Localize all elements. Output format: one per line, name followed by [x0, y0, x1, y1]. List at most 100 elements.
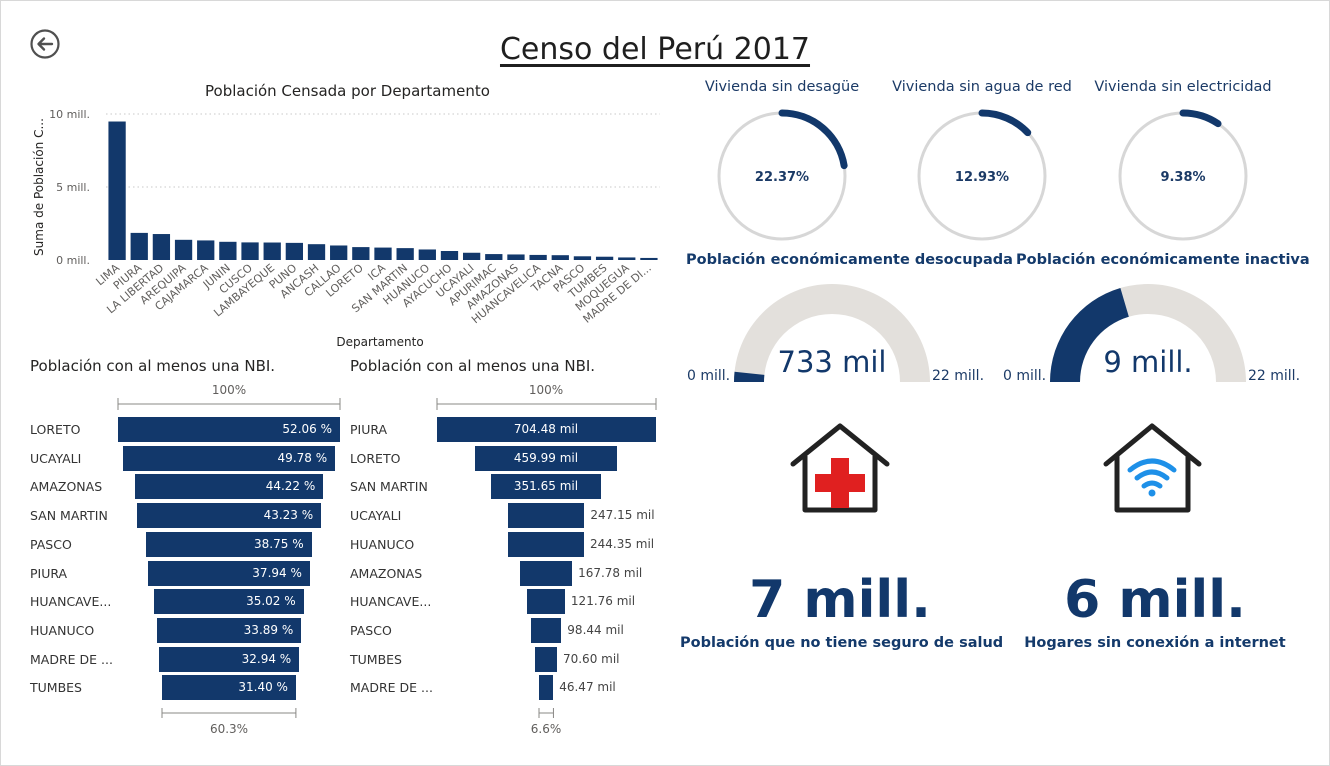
funnel-bar[interactable]: [519, 560, 573, 586]
funnel-data-label: 98.44 mil: [567, 622, 624, 637]
bar[interactable]: [330, 245, 348, 260]
funnel-category-label: LORETO: [350, 450, 401, 466]
uninsured-label: Población que no tiene seguro de salud: [680, 635, 1004, 651]
funnel-bar[interactable]: [507, 503, 585, 529]
funnel-bar[interactable]: [156, 617, 302, 643]
page-title: Censo del Perú 2017: [499, 32, 811, 67]
bar[interactable]: [174, 239, 193, 260]
funnel-bar[interactable]: [508, 531, 584, 557]
gauge-value: 9 mill.: [1103, 345, 1193, 379]
funnel-bottom-bracket: [538, 708, 554, 718]
bar[interactable]: [529, 254, 547, 260]
gauge-fill[interactable]: [734, 371, 765, 382]
bar[interactable]: [507, 254, 525, 260]
bar[interactable]: [440, 251, 459, 260]
funnel-bar[interactable]: [162, 675, 296, 701]
funnel-bar[interactable]: [527, 589, 565, 615]
bar[interactable]: [374, 247, 392, 260]
funnel-bar[interactable]: [474, 445, 618, 471]
ring-value: 12.93%: [955, 170, 1009, 185]
funnel-bar[interactable]: [154, 589, 304, 615]
funnel-top-bracket: [436, 398, 656, 410]
bar[interactable]: [640, 257, 658, 260]
gauge-fill[interactable]: [1050, 287, 1129, 382]
funnel-data-label: 704.48 mil: [513, 422, 579, 436]
bar[interactable]: [462, 252, 481, 260]
funnel-bar[interactable]: [538, 675, 554, 701]
funnel-bar[interactable]: [136, 503, 322, 529]
bar[interactable]: [130, 232, 148, 260]
bar[interactable]: [197, 240, 215, 260]
funnel-category-label: HUANCAVE...: [30, 594, 112, 610]
bar[interactable]: [485, 254, 503, 260]
bar[interactable]: [108, 121, 126, 260]
funnel-data-label: 35.02 %: [246, 594, 296, 609]
back-arrow-icon: [30, 29, 60, 59]
funnel-data-label: 49.78 %: [277, 450, 328, 465]
gauge-title: Población económicamente inactiva: [1016, 252, 1310, 268]
back-arrow-button[interactable]: [30, 29, 60, 59]
ring-arc[interactable]: [778, 109, 848, 170]
bar[interactable]: [219, 241, 237, 260]
funnel-category-label: TUMBES: [350, 651, 402, 667]
funnel-bar[interactable]: [134, 474, 324, 500]
bar[interactable]: [551, 255, 569, 260]
gauge-min-label: 0 mill.: [1003, 368, 1047, 384]
funnel-category-label: HUANUCO: [30, 622, 95, 638]
funnel-category-label: HUANCAVE...: [350, 594, 432, 610]
funnel-category-label: TUMBES: [30, 680, 82, 696]
y-tick-label: 10 mill.: [49, 108, 90, 121]
funnel-category-label: LORETO: [30, 422, 81, 437]
funnel-data-label: 33.89 %: [243, 622, 294, 637]
funnel-bottom-label: 60.3%: [209, 722, 249, 736]
funnel-category-label: PASCO: [350, 622, 392, 638]
funnel-data-label: 167.78 mil: [578, 565, 643, 580]
semi-gauge: [1050, 284, 1246, 382]
funnel-data-label: 121.76 mil: [570, 594, 636, 609]
funnel-category-label: MADRE DE ...: [350, 680, 433, 696]
bar[interactable]: [618, 257, 636, 260]
bar[interactable]: [573, 256, 592, 260]
bar[interactable]: [352, 247, 370, 260]
funnel-category-label: AMAZONAS: [350, 565, 423, 581]
bar-chart-title: Población Censada por Departamento: [205, 82, 490, 100]
bar[interactable]: [418, 249, 436, 260]
wifi-house-icon: [1100, 420, 1205, 524]
ring-gauge: 9.38%: [1118, 109, 1248, 241]
bar[interactable]: [285, 242, 304, 260]
bar[interactable]: [307, 244, 326, 260]
funnel-data-label: 459.99 mil: [513, 450, 579, 465]
funnel-top-bracket: [117, 398, 341, 410]
ring-title: Vivienda sin agua de red: [892, 79, 1072, 95]
funnel-data-label: 52.06 %: [282, 422, 332, 436]
funnel-bar[interactable]: [118, 417, 340, 442]
funnel-bar[interactable]: [535, 646, 557, 672]
funnel-top-label: 100%: [211, 383, 247, 397]
funnel-bar[interactable]: [491, 474, 601, 500]
ring-arc[interactable]: [1179, 109, 1222, 128]
gauge-track: [734, 284, 930, 382]
ring-arc[interactable]: [978, 109, 1032, 137]
gauge-max-label: 22 mill.: [1248, 368, 1301, 384]
bar[interactable]: [241, 242, 259, 260]
ring-title: Vivienda sin electricidad: [1094, 79, 1272, 95]
funnel-category-label: PIURA: [350, 422, 388, 437]
bar[interactable]: [595, 256, 614, 260]
gauge-value: 733 mil: [777, 345, 887, 379]
funnel-bar[interactable]: [530, 617, 562, 643]
funnel-category-label: AMAZONAS: [30, 479, 103, 495]
gauge-max-label: 22 mill.: [932, 368, 985, 384]
bar[interactable]: [152, 234, 171, 260]
funnel-bar[interactable]: [146, 531, 312, 557]
funnel-data-label: 44.22 %: [265, 479, 316, 494]
bar[interactable]: [263, 242, 281, 260]
bar[interactable]: [396, 248, 414, 260]
funnel-bar[interactable]: [436, 417, 656, 442]
funnel-data-label: 32.94 %: [241, 651, 292, 666]
funnel-bar[interactable]: [122, 445, 336, 471]
funnel-bar[interactable]: [148, 560, 310, 586]
funnel-top-label: 100%: [528, 383, 564, 397]
funnel-data-label: 351.65 mil: [513, 479, 579, 494]
funnel-data-label: 43.23 %: [263, 508, 314, 523]
funnel-bar[interactable]: [158, 646, 300, 672]
